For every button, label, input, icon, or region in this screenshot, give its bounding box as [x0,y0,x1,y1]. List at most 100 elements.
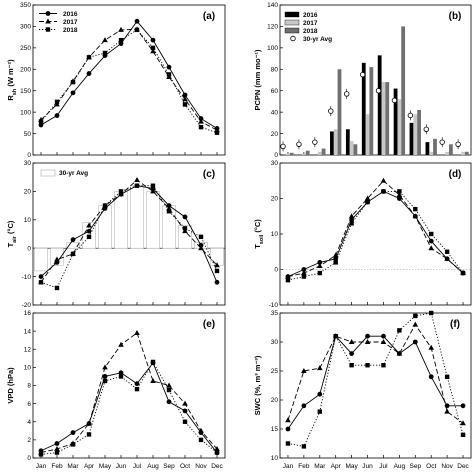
y-axis-label: SWC (%, m³ m⁻³) [253,355,262,415]
bar-2017-aug [397,99,402,155]
point-2017-dec [214,262,220,268]
bar-2017-sep [413,114,418,155]
point-2017-may [348,339,355,344]
x-tick-label-may: May [345,463,358,470]
point-2018-mar [70,442,76,447]
y-tick-label: 2 [27,437,31,444]
point-2016-feb [54,441,60,446]
y-tick-label: 100 [20,109,31,116]
point-2018-sep [413,313,418,319]
label-sub: soil [259,234,265,244]
point-2016-may [102,374,108,379]
point-2017-nov [198,245,204,251]
point-2016-dec [214,279,220,285]
point-2017-aug [150,48,156,54]
x-tick-label-sep: Sep [163,463,175,470]
point-2018-feb [54,450,60,455]
y-axis-label: Tair (°C) [6,220,18,247]
point-2016-oct [428,238,434,244]
x-tick-label-aug: Aug [147,463,159,470]
point-2017-may [102,364,108,370]
series-line-2016 [40,361,218,453]
x-tick-label-oct: Oct [426,463,436,470]
bar-2017-oct [429,151,434,155]
legend-swatch-2017 [284,19,300,26]
plot-frame [279,312,472,459]
y-axis-label: VPD (hPa) [6,367,15,404]
point-2017-oct [182,228,188,234]
point-2018-nov [198,234,204,240]
point-2018-may [349,363,354,368]
bar-2018-aug [401,26,406,155]
point-2018-jan [38,280,44,285]
avg-bar-may [98,205,112,249]
point-2018-mar [70,79,76,85]
point-2016-mar [70,90,76,96]
y-tick-label: 20 [24,189,32,196]
point-2017-may [348,213,355,219]
point-2016-oct [182,92,188,98]
panel-c: -20 -10 0 10 20 30 Tair (°C) (c) 30-yr Avg [6,160,226,309]
point-2018-aug [150,359,156,365]
point-2018-jan [285,277,291,283]
avg-point-oct [423,126,429,132]
x-tick-label-apr: Apr [331,463,342,470]
point-2016-oct [182,408,188,414]
point-2018-sep [166,72,172,77]
panel-label: (c) [203,169,215,180]
avg-bar-aug [146,191,160,249]
point-2017-dec [460,420,466,426]
series-line-2017 [287,180,464,278]
point-2017-jul [134,329,140,335]
point-2016-jan [38,122,44,128]
bar-2018-dec [464,151,469,155]
point-2017-oct [428,245,435,251]
point-2017-may [102,37,108,43]
label-main: T [253,244,262,249]
point-2018-mar [317,409,322,414]
point-2018-jan [285,441,291,446]
x-tick-label-jul: Jul [133,463,142,470]
x-tick-label-nov: Nov [195,463,207,470]
point-2016-feb [301,267,307,272]
point-2016-aug [150,37,156,43]
point-2017-oct [182,400,188,406]
y-tick-label: 80 [271,66,279,73]
point-2018-sep [413,206,418,212]
point-2017-jun [118,341,124,347]
point-2016-feb [301,403,307,409]
point-2016-oct [428,374,434,380]
legend-swatch-2018 [284,27,300,34]
point-2018-jun [365,363,370,368]
point-2017-sep [166,382,172,388]
point-2018-nov [444,249,450,254]
label-main: R [6,95,15,101]
point-2017-feb [301,368,307,373]
y-axis-label: Tsoil (°C) [253,219,265,249]
series-line-2017 [40,28,218,131]
point-2018-apr [86,234,92,240]
avg-bar-jan [34,247,48,272]
plot-frame [32,312,226,459]
x-tick-label-feb: Feb [298,463,310,470]
point-2018-may [349,221,354,226]
x-tick-label-jun: Jun [116,463,127,470]
series-line-2017 [40,332,218,454]
y-tick-label: 200 [20,66,31,73]
point-2016-sep [166,64,172,70]
point-2018-dec [460,270,466,276]
y-tick-label: 0 [27,152,31,159]
label-main: T [6,242,15,247]
bar-2017-dec [461,151,465,155]
plot-frame [32,162,226,306]
y-tick-label: 20 [271,196,279,203]
bar-2018-feb [305,150,310,155]
point-2016-mar [317,260,323,265]
point-2016-sep [166,399,172,405]
bar-2018-jan [289,152,294,155]
y-tick-label: -10 [269,302,279,309]
avg-point-jan [280,143,286,150]
label-sub: air [12,235,18,243]
label-unit: (W m⁻²) [6,59,15,89]
series-line-2017 [40,179,218,283]
